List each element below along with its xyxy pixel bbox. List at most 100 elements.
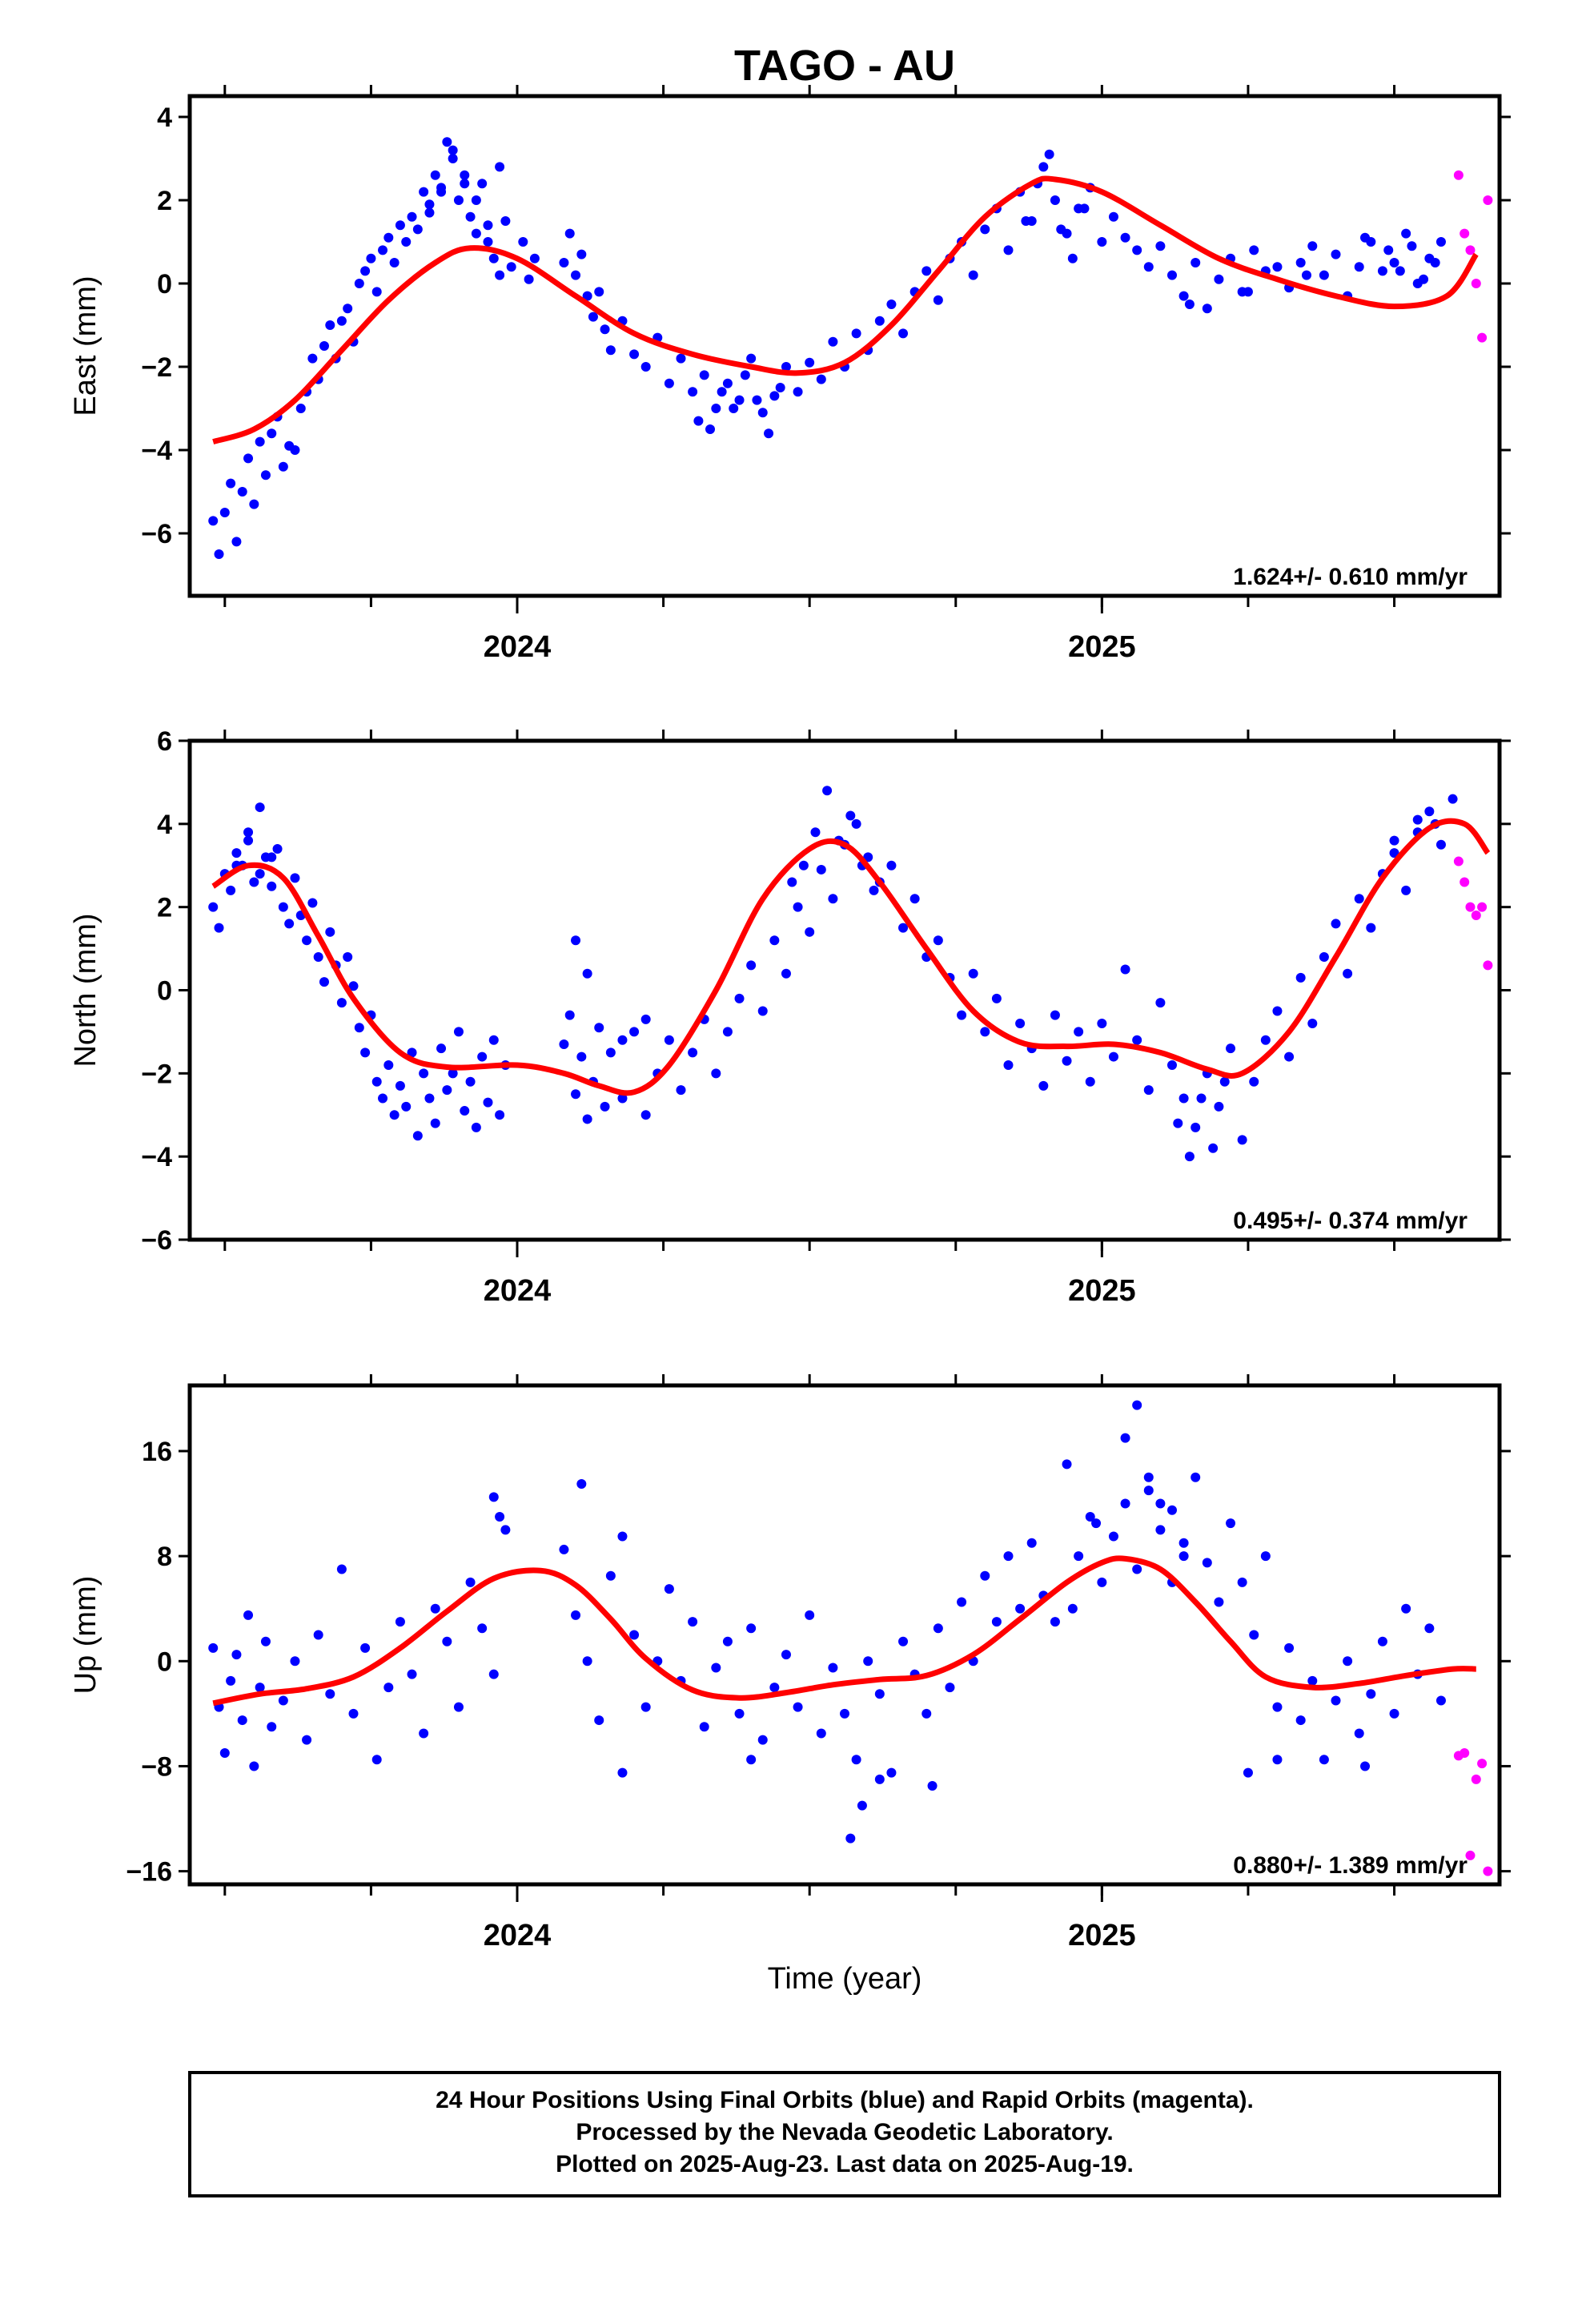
north-final-point: [810, 827, 821, 838]
up-final-point: [688, 1617, 698, 1627]
east-final-point: [605, 345, 616, 356]
north-final-point: [869, 885, 879, 895]
north-final-point: [711, 1068, 721, 1079]
east-final-point: [460, 179, 470, 189]
north-final-point: [1295, 972, 1306, 983]
north-final-point: [354, 1023, 364, 1033]
up-final-point: [336, 1564, 347, 1574]
up-final-point: [442, 1636, 452, 1647]
east-final-point: [1184, 300, 1195, 309]
east-final-point: [600, 324, 610, 335]
up-final-point: [395, 1617, 405, 1627]
north-final-point: [991, 993, 1002, 1003]
up-final-point: [243, 1610, 254, 1620]
north-final-point: [208, 902, 219, 912]
up-ytick-label: −8: [141, 1751, 172, 1782]
east-final-point: [436, 187, 447, 197]
up-final-point: [734, 1708, 745, 1719]
north-final-point: [1038, 1080, 1049, 1091]
east-xtick-label: 2025: [1068, 630, 1136, 664]
up-final-point: [582, 1656, 592, 1667]
north-final-point: [243, 827, 254, 838]
east-ytick-label: 0: [157, 269, 172, 300]
up-final-point: [840, 1708, 849, 1719]
up-frame: [187, 1383, 1502, 1887]
east-final-point: [1038, 162, 1049, 172]
east-rapid-point: [1460, 228, 1470, 239]
east-final-point: [255, 436, 265, 447]
east-final-point: [1360, 232, 1371, 243]
north-rapid-point: [1465, 902, 1476, 912]
east-ytick-label: −2: [141, 352, 172, 383]
east-final-point: [371, 287, 382, 297]
up-final-point: [980, 1570, 990, 1581]
north-final-point: [383, 1059, 394, 1070]
north-final-point: [1401, 885, 1411, 895]
up-final-point: [933, 1623, 943, 1634]
east-final-point: [1331, 249, 1341, 259]
up-final-point: [746, 1623, 757, 1634]
north-ytick-label: −4: [141, 1142, 172, 1172]
east-final-point: [407, 211, 417, 222]
up-final-point: [805, 1610, 815, 1620]
east-final-point: [336, 316, 347, 326]
up-final-point: [617, 1767, 628, 1778]
east-final-point: [1249, 245, 1259, 255]
up-rapid-point: [1483, 1866, 1493, 1876]
east-final-point: [325, 320, 335, 330]
up-final-point: [1132, 1564, 1142, 1574]
north-final-point: [664, 1035, 674, 1045]
east-final-point: [722, 378, 733, 388]
north-final-point: [1226, 1043, 1236, 1054]
east-final-point: [1132, 245, 1142, 255]
north-final-point: [336, 998, 347, 1008]
east-final-point: [1395, 266, 1405, 276]
east-y-axis-label: East (mm): [69, 275, 102, 416]
up-final-point: [383, 1683, 394, 1693]
north-final-point: [348, 981, 359, 991]
north-final-point: [249, 877, 259, 887]
up-final-point: [1155, 1498, 1166, 1509]
north-final-point: [436, 1043, 447, 1054]
north-final-point: [594, 1023, 604, 1033]
east-final-point: [465, 211, 476, 222]
up-final-point: [617, 1531, 628, 1542]
north-final-point: [851, 818, 861, 829]
up-final-point: [874, 1689, 885, 1699]
up-xtick-label: 2025: [1068, 1919, 1136, 1952]
up-final-point: [559, 1544, 569, 1554]
up-final-point: [419, 1728, 429, 1739]
north-final-point: [360, 1047, 371, 1058]
up-final-point: [348, 1708, 359, 1719]
north-final-point: [816, 864, 826, 875]
figure-title: TAGO - AU: [734, 42, 955, 90]
north-final-point: [267, 881, 277, 891]
east-final-point: [424, 199, 435, 210]
up-final-point: [1091, 1518, 1102, 1529]
east-final-point: [640, 362, 651, 372]
north-ytick-label: −6: [141, 1225, 172, 1256]
north-final-point: [1435, 839, 1446, 850]
east-final-point: [237, 487, 247, 497]
up-final-point: [1214, 1597, 1224, 1607]
north-final-point: [629, 1027, 640, 1037]
north-final-point: [640, 1110, 651, 1120]
up-final-point: [1108, 1531, 1118, 1542]
up-final-point: [1143, 1486, 1154, 1496]
east-final-point: [354, 279, 364, 288]
east-final-point: [495, 162, 505, 172]
north-rapid-point: [1460, 877, 1470, 887]
east-final-point: [564, 228, 575, 239]
east-final-point: [886, 300, 897, 309]
east-final-point: [360, 266, 371, 276]
north-final-point: [781, 968, 791, 979]
up-final-point: [407, 1669, 417, 1679]
east-final-point: [1050, 195, 1060, 205]
up-final-point: [1295, 1715, 1306, 1726]
east-final-point: [1295, 258, 1306, 267]
east-final-point: [933, 295, 943, 305]
up-final-point: [722, 1636, 733, 1647]
north-final-point: [688, 1047, 698, 1058]
up-final-point: [371, 1755, 382, 1765]
east-final-point: [1419, 274, 1429, 284]
